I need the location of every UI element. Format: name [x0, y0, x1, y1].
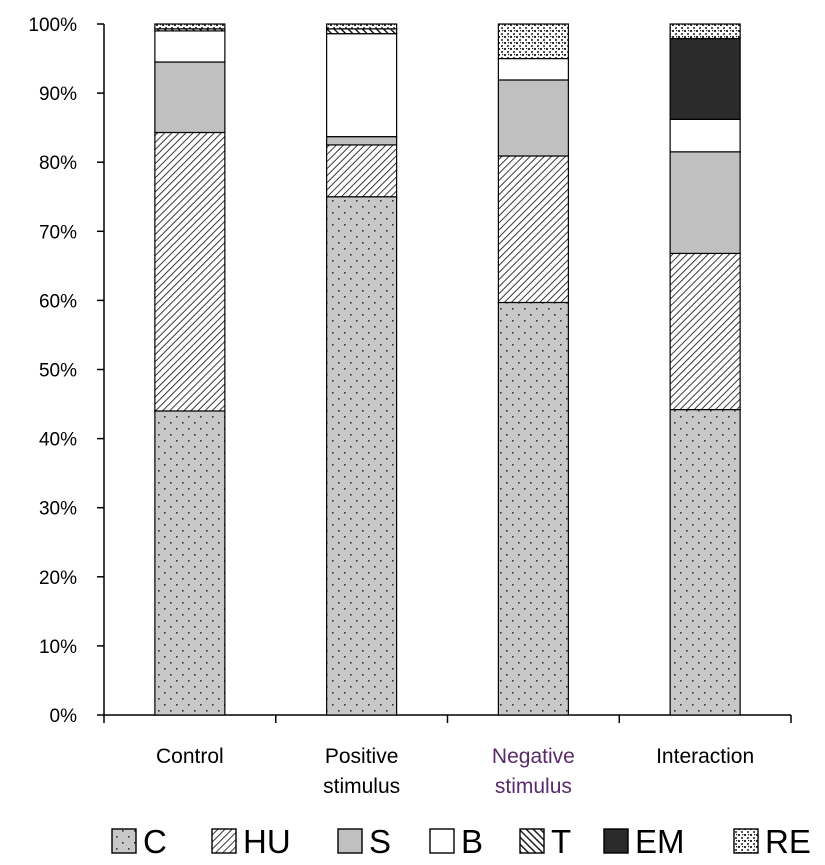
bar-segment-s: [326, 136, 398, 146]
bar-segment-c: [326, 196, 398, 716]
y-tick-label: 50%: [39, 361, 77, 382]
y-tick-label: 90%: [39, 84, 77, 105]
bar-segment-s: [669, 151, 741, 255]
bar-segment-c: [497, 301, 569, 716]
legend-label-re: RE: [765, 823, 811, 860]
x-axis: [103, 714, 792, 723]
bar-segment-re: [497, 23, 569, 60]
legend-label-c: C: [143, 823, 167, 860]
legend-label-em: EM: [635, 823, 685, 860]
legend-swatch-t: [519, 828, 545, 854]
legend-label-hu: HU: [243, 823, 291, 860]
bar-segment-c: [154, 410, 226, 716]
x-category-label: stimulus: [495, 775, 572, 798]
x-category-label: Positive: [325, 745, 399, 768]
legend-label-s: S: [369, 823, 391, 860]
x-category-label: Control: [156, 745, 224, 768]
bar-segment-em: [669, 37, 741, 120]
bar-segment-c: [669, 408, 741, 716]
legend-swatch-re: [733, 828, 759, 854]
bar-segment-b: [669, 118, 741, 153]
y-tick-label: 30%: [39, 499, 77, 520]
bar-segment-b: [326, 33, 398, 138]
x-category-label: Interaction: [656, 745, 754, 768]
y-axis: 0% 10% 20% 30% 40% 50% 60% 70% 80% 90% 100%: [28, 15, 105, 727]
x-category-label: stimulus: [323, 775, 400, 798]
bar-segment-hu: [669, 252, 741, 411]
x-category-label: Negative: [492, 745, 575, 768]
legend-label-t: T: [551, 823, 571, 860]
category-labels: Control Positive stimulus Negative stimulus I…: [156, 745, 754, 798]
legend: C HU S B T EM RE: [111, 823, 811, 860]
legend-label-b: B: [461, 823, 483, 860]
y-tick-label: 20%: [39, 568, 77, 589]
bar-segment-s: [497, 79, 569, 157]
bar-segment-hu: [497, 155, 569, 304]
bar-stacks: [154, 23, 741, 716]
y-tick-label: 80%: [39, 153, 77, 174]
bar-segment-re: [669, 23, 741, 40]
y-tick-label: 100%: [28, 15, 77, 36]
y-tick-label: 0%: [50, 706, 78, 727]
legend-swatch-hu: [211, 828, 237, 854]
legend-swatch-s: [337, 828, 363, 854]
bar-segment-re: [326, 23, 398, 30]
y-tick-label: 40%: [39, 430, 77, 451]
bar-segment-re: [154, 23, 226, 30]
legend-swatch-c: [111, 828, 137, 854]
bar-segment-b: [497, 57, 569, 81]
legend-swatch-em: [603, 828, 629, 854]
y-tick-label: 10%: [39, 637, 77, 658]
bar-segment-hu: [154, 131, 226, 412]
bar-segment-b: [154, 30, 226, 63]
bar-segment-s: [154, 61, 226, 134]
bar-segment-hu: [326, 144, 398, 198]
y-tick-label: 70%: [39, 222, 77, 243]
bar-segment-t: [326, 28, 398, 35]
y-tick-label: 60%: [39, 291, 77, 312]
legend-swatch-b: [429, 828, 455, 854]
